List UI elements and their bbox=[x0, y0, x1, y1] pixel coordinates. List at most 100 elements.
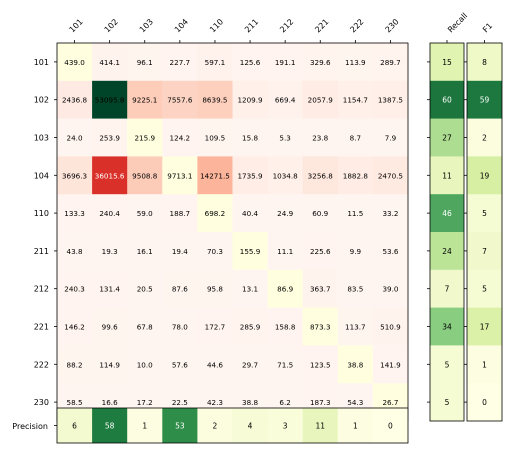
matrix-cell bbox=[372, 269, 409, 308]
metric-cell bbox=[430, 232, 464, 271]
metric-cell-value: 34 bbox=[442, 323, 452, 332]
column-tick-label: 230 bbox=[384, 17, 401, 34]
precision-cell bbox=[267, 408, 303, 443]
matrix-cell-value: 19.4 bbox=[172, 247, 188, 256]
matrix-cell-value: 1209.9 bbox=[237, 96, 263, 105]
matrix-cell-value: 113.9 bbox=[345, 58, 366, 67]
matrix-cell bbox=[372, 118, 409, 157]
matrix-cell-value: 67.8 bbox=[137, 323, 153, 332]
matrix-cell bbox=[197, 118, 233, 157]
matrix-cell bbox=[232, 194, 268, 233]
matrix-cell-value: 15.8 bbox=[242, 134, 258, 143]
matrix-cell bbox=[92, 307, 128, 346]
metric-cell-value: 5 bbox=[445, 398, 450, 407]
matrix-cell-value: 225.6 bbox=[310, 247, 331, 256]
matrix-cell-value: 78.0 bbox=[172, 323, 188, 332]
metric-cell bbox=[430, 118, 464, 157]
matrix-cell-value: 23.8 bbox=[312, 134, 328, 143]
matrix-cell bbox=[197, 194, 233, 233]
metric-cell-value: 15 bbox=[442, 58, 452, 67]
matrix-cell-value: 60.9 bbox=[312, 209, 328, 218]
column-tick-label: 103 bbox=[138, 17, 155, 34]
metric-cell-value: 60 bbox=[442, 96, 452, 105]
matrix-cell bbox=[57, 118, 93, 157]
precision-row-label: Precision bbox=[12, 422, 48, 431]
matrix-cell bbox=[127, 156, 163, 195]
matrix-cell-value: 10.0 bbox=[137, 360, 153, 369]
matrix-cell-value: 88.2 bbox=[67, 360, 83, 369]
column-tick-label: 102 bbox=[103, 17, 120, 34]
metric-cell bbox=[430, 156, 464, 195]
matrix-cell bbox=[302, 307, 339, 346]
column-tick-label: 222 bbox=[348, 17, 365, 34]
matrix-cell-value: 6.2 bbox=[279, 398, 290, 407]
precision-cell-value: 11 bbox=[315, 422, 325, 431]
matrix-cell-value: 9.9 bbox=[350, 247, 362, 256]
matrix-cell-value: 109.5 bbox=[205, 134, 226, 143]
matrix-cell bbox=[197, 345, 233, 384]
precision-row: 6 58 1 53 2 4 3 11 1 0 bbox=[54, 407, 409, 444]
column-tick-label: 101 bbox=[68, 17, 85, 34]
matrix-cell bbox=[197, 232, 233, 271]
row-tick-label: 101 bbox=[34, 58, 49, 67]
matrix-cell bbox=[372, 156, 409, 195]
matrix-cell-value: 191.1 bbox=[275, 58, 296, 67]
matrix-cell-value: 36015.6 bbox=[95, 171, 125, 180]
matrix-cell-value: 44.6 bbox=[207, 360, 223, 369]
matrix-cell bbox=[337, 232, 374, 271]
matrix-cell bbox=[162, 118, 198, 157]
metric-cell bbox=[430, 43, 464, 82]
matrix-cell-value: 597.1 bbox=[205, 58, 226, 67]
matrix-cell bbox=[57, 80, 93, 119]
matrix-cell bbox=[302, 118, 339, 157]
matrix-cell bbox=[232, 232, 268, 271]
matrix-cell-value: 17.2 bbox=[137, 398, 153, 407]
matrix-cell bbox=[127, 194, 163, 233]
matrix-cell bbox=[57, 345, 93, 384]
matrix-cell bbox=[337, 156, 374, 195]
matrix-cell bbox=[232, 43, 268, 82]
precision-cell-value: 58 bbox=[105, 422, 115, 431]
matrix-cell-value: 227.7 bbox=[170, 58, 191, 67]
row-tick-label: 110 bbox=[34, 209, 49, 218]
matrix-cell-value: 59.0 bbox=[137, 209, 153, 218]
precision-cell bbox=[127, 408, 163, 443]
matrix-cell-value: 9713.1 bbox=[167, 171, 192, 180]
matrix-cell-value: 99.6 bbox=[102, 323, 118, 332]
row-tick-label: 102 bbox=[34, 96, 49, 105]
matrix-cell-value: 54.3 bbox=[347, 398, 363, 407]
matrix-cell bbox=[232, 80, 268, 119]
matrix-cell-value: 146.2 bbox=[64, 323, 85, 332]
matrix-cell-value: 133.3 bbox=[64, 209, 85, 218]
matrix-cell-value: 87.6 bbox=[172, 285, 188, 294]
matrix-cell-value: 22.5 bbox=[172, 398, 188, 407]
matrix-cell-value: 253.9 bbox=[99, 134, 120, 143]
recall-column: 15 60 27 11 46 24 7 34 5 5 bbox=[427, 40, 465, 422]
matrix-cell-value: 29.7 bbox=[242, 360, 258, 369]
matrix-cell-value: 71.5 bbox=[277, 360, 293, 369]
matrix-cell bbox=[232, 118, 268, 157]
f1-column: 8 59 2 19 5 7 5 17 1 0 bbox=[464, 40, 503, 422]
metric-cell bbox=[430, 194, 464, 233]
precision-cell bbox=[92, 408, 128, 443]
matrix-cell-value: 20.5 bbox=[137, 285, 153, 294]
matrix-cell-value: 131.4 bbox=[99, 285, 120, 294]
matrix-cell-value: 58.5 bbox=[67, 398, 83, 407]
matrix-cell bbox=[372, 194, 409, 233]
precision-cell-value: 1 bbox=[142, 422, 147, 431]
matrix-cell bbox=[267, 269, 303, 308]
matrix-cell-value: 172.7 bbox=[205, 323, 226, 332]
matrix-cell-value: 114.9 bbox=[99, 360, 120, 369]
matrix-cell bbox=[267, 43, 303, 82]
metric-cell-value: 46 bbox=[442, 209, 452, 218]
matrix-cell-value: 414.1 bbox=[99, 58, 120, 67]
matrix-cell bbox=[337, 307, 374, 346]
matrix-cell bbox=[267, 80, 303, 119]
matrix-cell-value: 38.8 bbox=[242, 398, 258, 407]
row-tick-label: 103 bbox=[34, 134, 49, 143]
matrix-cell bbox=[372, 345, 409, 384]
matrix-cell-value: 24.0 bbox=[67, 134, 83, 143]
heatmap-matrix: 439.0 414.1 96.1 227.7 597.1 125.6 191.1 329.6 1… bbox=[56, 42, 409, 422]
matrix-cell bbox=[92, 345, 128, 384]
